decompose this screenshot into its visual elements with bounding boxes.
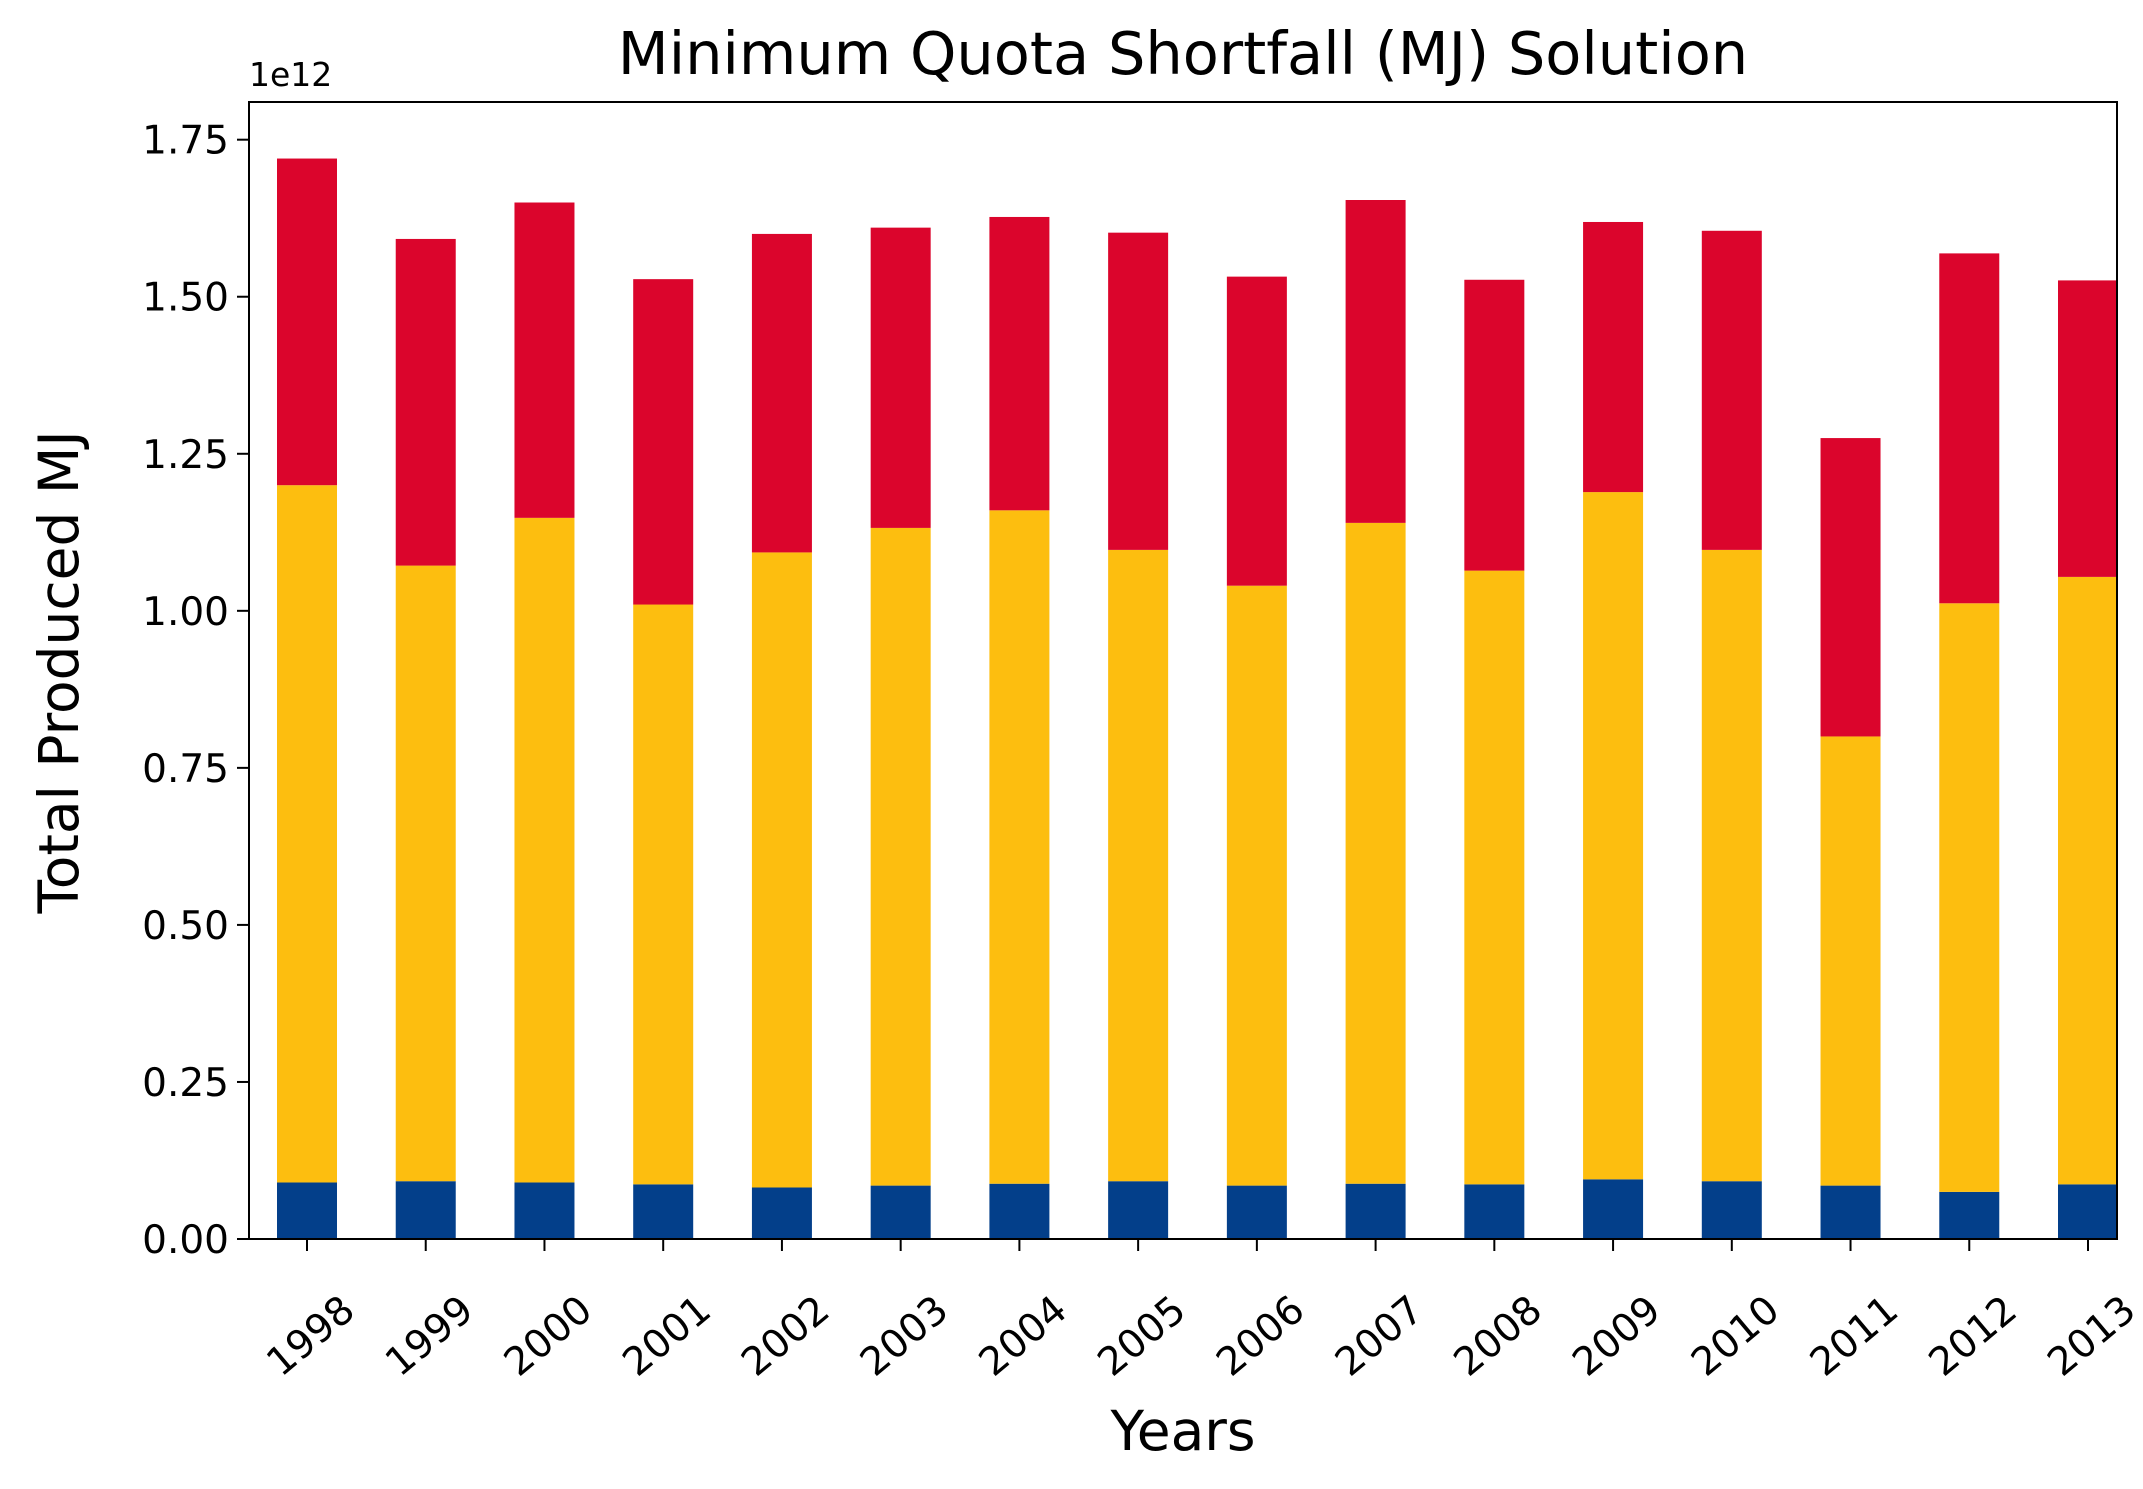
bar-segment-1998-s2 <box>277 485 337 1183</box>
y-tick-label: 0.25 <box>142 1061 229 1106</box>
bar-segment-2009-s2 <box>1583 492 1644 1180</box>
bar-segment-1999-s2 <box>395 565 456 1182</box>
bar-segment-2007-s1 <box>1345 1183 1406 1239</box>
x-tick-label: 2008 <box>1446 1287 1551 1385</box>
bar-segment-2002-s2 <box>751 552 812 1188</box>
x-tick-label: 1998 <box>258 1287 363 1385</box>
y-tick-label: 1.25 <box>142 433 229 478</box>
y-axis-offset-label: 1e12 <box>249 55 332 94</box>
bar-segment-2004-s2 <box>989 510 1050 1184</box>
x-tick-label: 1999 <box>377 1287 482 1385</box>
bar-segment-2002-s3 <box>751 233 812 553</box>
bar-segment-2010-s1 <box>1701 1181 1762 1239</box>
bar-segment-2004-s1 <box>989 1183 1050 1239</box>
bar-segment-2012-s1 <box>1939 1191 2000 1239</box>
bar-segment-2001-s2 <box>633 604 694 1185</box>
bar-segment-2009-s1 <box>1583 1179 1644 1239</box>
bar-segment-2003-s3 <box>870 227 931 528</box>
x-tick-label: 2005 <box>1090 1287 1195 1385</box>
bar-segment-2004-s3 <box>989 216 1050 511</box>
plot-frame <box>248 101 2118 1240</box>
bar-segment-2008-s1 <box>1464 1184 1525 1239</box>
x-tick-label: 2007 <box>1327 1287 1432 1385</box>
bar-segment-2007-s3 <box>1345 200 1406 523</box>
bar-segment-2008-s2 <box>1464 570 1525 1185</box>
bar-segment-2011-s3 <box>1820 438 1881 737</box>
bar-segment-2005-s1 <box>1108 1181 1169 1239</box>
bar-segment-1999-s3 <box>395 238 456 566</box>
bar-segment-2013-s1 <box>2058 1184 2118 1239</box>
bar-segment-2000-s2 <box>514 517 575 1183</box>
bar-segment-2005-s3 <box>1108 232 1169 550</box>
bar-segment-2005-s2 <box>1108 549 1169 1182</box>
bar-segment-2001-s1 <box>633 1184 694 1239</box>
x-tick-label: 2003 <box>852 1287 957 1385</box>
bar-segment-2001-s3 <box>633 279 694 605</box>
x-tick-label: 2004 <box>971 1287 1076 1385</box>
chart-title: Minimum Quota Shortfall (MJ) Solution <box>618 19 1748 88</box>
x-tick-label: 2000 <box>496 1287 601 1385</box>
bar-segment-2003-s2 <box>870 527 931 1186</box>
bar-segment-2007-s2 <box>1345 522 1406 1184</box>
bar-segment-2011-s2 <box>1820 736 1881 1186</box>
x-axis-label: Years <box>1109 1399 1255 1463</box>
x-tick-label: 2012 <box>1921 1287 2026 1385</box>
bar-segment-2012-s2 <box>1939 603 2000 1192</box>
bar-segment-2012-s3 <box>1939 253 2000 604</box>
x-tick-label: 2002 <box>733 1287 838 1385</box>
y-tick-label: 1.00 <box>142 590 229 635</box>
bar-segment-2000-s3 <box>514 202 575 518</box>
x-tick-label: 2011 <box>1802 1287 1907 1385</box>
bar-segment-2000-s1 <box>514 1182 575 1239</box>
bar-segment-1998-s1 <box>277 1182 337 1239</box>
bar-segment-2002-s1 <box>751 1187 812 1239</box>
bar-segment-2006-s2 <box>1226 585 1287 1186</box>
y-tick-label: 1.75 <box>142 119 229 164</box>
y-tick-label: 0.00 <box>142 1218 229 1263</box>
y-tick-label: 0.75 <box>142 747 229 792</box>
x-tick-label: 2006 <box>1208 1287 1313 1385</box>
bar-segment-2013-s2 <box>2058 576 2118 1185</box>
bar-segment-2013-s3 <box>2058 280 2118 577</box>
y-tick-label: 1.50 <box>142 276 229 321</box>
bar-segment-1999-s1 <box>395 1181 456 1239</box>
x-tick-label: 2013 <box>2039 1287 2143 1385</box>
y-axis-label: Total Produced MJ <box>27 430 91 914</box>
bar-segment-2010-s2 <box>1701 549 1762 1182</box>
bars-layer <box>277 158 2118 1239</box>
bar-segment-2003-s1 <box>870 1185 931 1239</box>
bar-segment-2009-s3 <box>1583 221 1644 493</box>
bar-segment-2006-s1 <box>1226 1185 1287 1239</box>
bar-segment-2008-s3 <box>1464 279 1525 571</box>
bar-segment-1998-s3 <box>277 158 337 486</box>
bar-segment-2011-s1 <box>1820 1185 1881 1239</box>
x-tick-label: 2001 <box>615 1287 720 1385</box>
x-tick-label: 2009 <box>1565 1287 1670 1385</box>
bar-segment-2010-s3 <box>1701 230 1762 550</box>
x-tick-label: 2010 <box>1683 1287 1788 1385</box>
bar-segment-2006-s3 <box>1226 276 1287 586</box>
y-tick-label: 0.50 <box>142 904 229 949</box>
